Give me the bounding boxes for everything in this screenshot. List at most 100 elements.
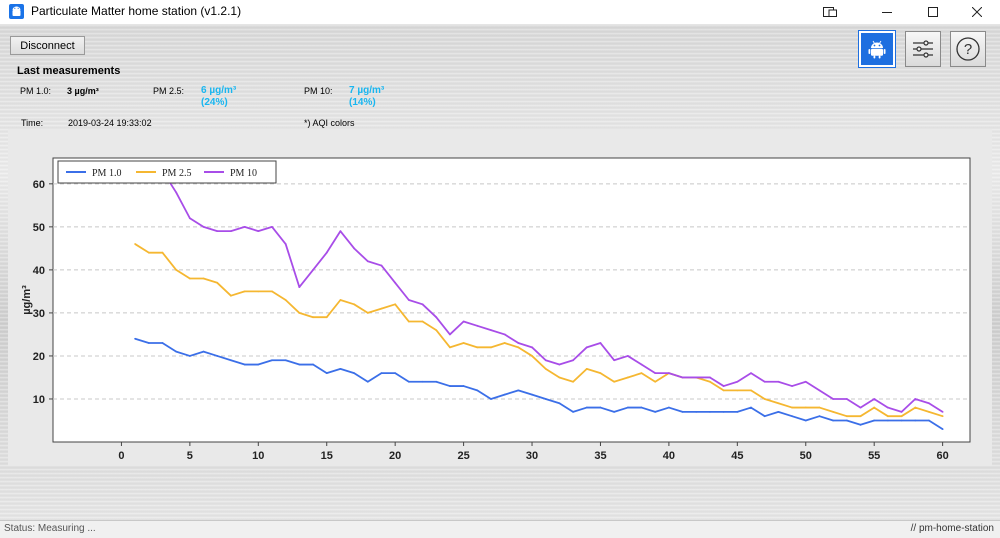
data-point-pm-1-0 <box>900 419 903 422</box>
data-point-pm-1-0 <box>640 406 643 409</box>
data-point-pm-1-0 <box>284 359 287 362</box>
data-point-pm-10 <box>900 410 903 413</box>
data-point-pm-1-0 <box>818 415 821 418</box>
data-point-pm-1-0 <box>695 410 698 413</box>
pm1-label: PM 1.0: <box>20 86 52 96</box>
data-point-pm-1-0 <box>777 410 780 413</box>
data-point-pm-2-5 <box>257 290 260 293</box>
data-point-pm-10 <box>886 406 889 409</box>
data-point-pm-2-5 <box>886 415 889 418</box>
data-point-pm-2-5 <box>544 367 547 370</box>
data-point-pm-1-0 <box>558 402 561 405</box>
data-point-pm-1-0 <box>750 406 752 409</box>
app-tag: // pm-home-station <box>910 523 994 534</box>
minimize-button[interactable] <box>864 0 910 24</box>
x-tick-label: 0 <box>118 450 124 462</box>
data-point-pm-1-0 <box>859 423 862 426</box>
data-point-pm-10 <box>681 376 684 379</box>
data-point-pm-10 <box>928 402 930 405</box>
data-point-pm-1-0 <box>188 355 191 357</box>
data-point-pm-2-5 <box>216 281 219 284</box>
x-tick-label: 60 <box>937 450 949 462</box>
data-point-pm-2-5 <box>832 410 835 413</box>
data-point-pm-1-0 <box>941 428 944 430</box>
data-point-pm-10 <box>394 281 397 284</box>
data-point-pm-1-0 <box>230 359 232 362</box>
device-button[interactable] <box>858 30 896 68</box>
data-point-pm-2-5 <box>613 380 616 383</box>
data-point-pm-2-5 <box>763 398 766 400</box>
data-point-pm-2-5 <box>476 346 479 349</box>
data-point-pm-2-5 <box>325 316 328 319</box>
data-point-pm-2-5 <box>284 299 287 301</box>
data-point-pm-2-5 <box>490 346 492 349</box>
data-point-pm-1-0 <box>298 363 301 366</box>
data-point-pm-10 <box>763 380 766 383</box>
data-point-pm-2-5 <box>736 389 739 392</box>
x-tick-label: 55 <box>868 450 880 462</box>
data-point-pm-10 <box>435 316 438 319</box>
data-point-pm-2-5 <box>941 415 944 418</box>
data-point-pm-10 <box>366 260 369 263</box>
data-point-pm-1-0 <box>709 410 711 413</box>
data-point-pm-2-5 <box>188 277 191 280</box>
data-point-pm-1-0 <box>886 419 889 422</box>
data-point-pm-2-5 <box>599 372 602 375</box>
data-point-pm-2-5 <box>161 251 164 254</box>
x-axis-label: samples <box>489 465 533 466</box>
data-point-pm-2-5 <box>230 294 232 297</box>
data-point-pm-2-5 <box>804 406 807 409</box>
data-point-pm-1-0 <box>599 406 602 409</box>
data-point-pm-1-0 <box>667 406 670 409</box>
data-point-pm-10 <box>407 299 410 301</box>
help-button[interactable]: ? <box>950 31 986 67</box>
data-point-pm-2-5 <box>914 406 917 409</box>
data-point-pm-10 <box>695 376 698 379</box>
data-point-pm-10 <box>613 359 616 362</box>
data-point-pm-10 <box>531 346 533 349</box>
data-point-pm-2-5 <box>873 406 876 409</box>
minimize-icon <box>882 12 892 13</box>
data-point-pm-2-5 <box>243 290 246 293</box>
data-point-pm-10 <box>667 372 670 375</box>
x-tick-label: 45 <box>731 450 743 462</box>
x-tick-label: 35 <box>594 450 606 462</box>
legend-label-pm-2-5: PM 2.5 <box>162 168 191 179</box>
data-point-pm-2-5 <box>845 415 848 418</box>
data-point-pm-2-5 <box>407 320 410 323</box>
disconnect-button[interactable]: Disconnect <box>10 36 85 55</box>
data-point-pm-2-5 <box>421 320 424 323</box>
legend-box <box>57 160 277 184</box>
data-point-pm-10 <box>188 217 191 220</box>
close-button[interactable] <box>954 0 1000 24</box>
data-point-pm-2-5 <box>394 303 397 306</box>
data-point-pm-10 <box>640 363 643 366</box>
settings-button[interactable] <box>905 31 941 67</box>
data-point-pm-1-0 <box>202 350 205 353</box>
y-tick-label: 30 <box>33 308 45 320</box>
data-point-pm-1-0 <box>407 380 410 383</box>
data-point-pm-10 <box>941 410 944 413</box>
data-point-pm-10 <box>750 372 752 375</box>
data-point-pm-1-0 <box>435 380 438 383</box>
maximize-button[interactable] <box>910 0 956 24</box>
data-point-pm-1-0 <box>845 419 848 422</box>
x-tick-label: 5 <box>187 450 193 462</box>
data-point-pm-10 <box>298 286 301 288</box>
y-tick-label: 40 <box>33 265 45 277</box>
title-bar: Particulate Matter home station (v1.2.1) <box>0 0 1000 25</box>
data-point-pm-2-5 <box>435 329 438 332</box>
data-point-pm-1-0 <box>175 350 178 353</box>
data-point-pm-2-5 <box>147 251 150 254</box>
plot-area <box>52 157 971 443</box>
data-point-pm-10 <box>339 230 342 233</box>
snap-layout-button[interactable] <box>807 0 853 24</box>
data-point-pm-2-5 <box>558 376 561 379</box>
data-point-pm-2-5 <box>722 389 725 392</box>
svg-text:?: ? <box>964 41 972 58</box>
data-point-pm-10 <box>230 230 232 233</box>
x-tick-label: 15 <box>321 450 333 462</box>
data-point-pm-2-5 <box>380 307 383 310</box>
close-icon <box>972 7 982 17</box>
data-point-pm-1-0 <box>873 419 876 422</box>
